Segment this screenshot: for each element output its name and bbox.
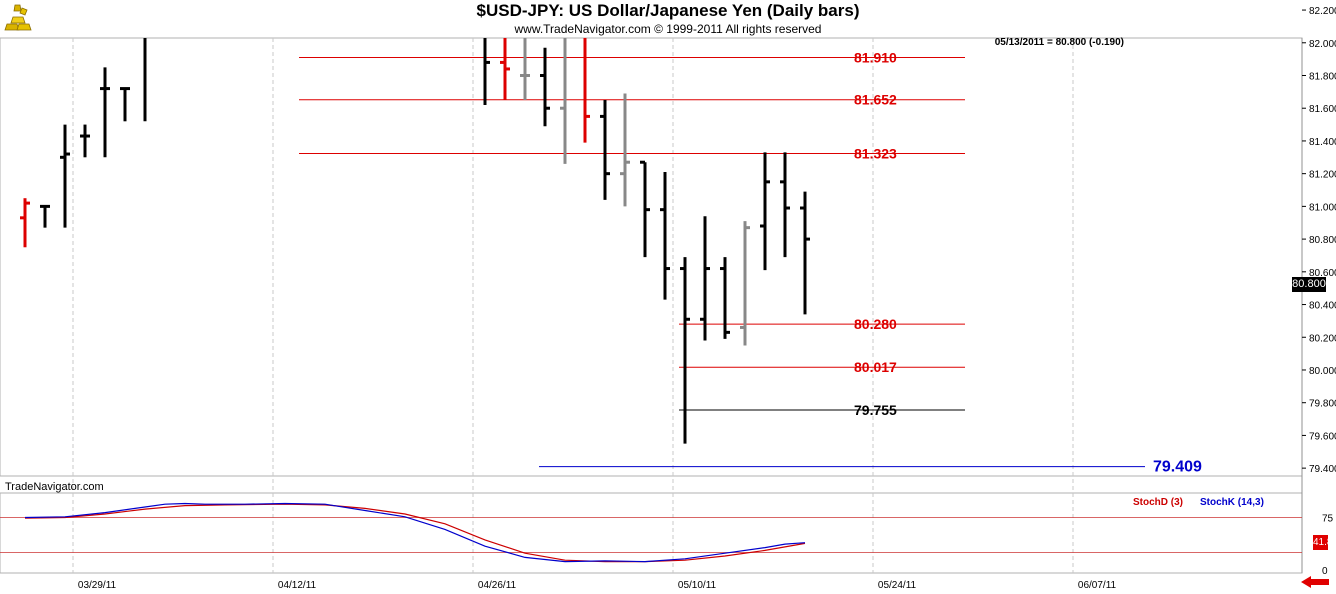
- x-tick-label: 04/26/11: [478, 580, 517, 591]
- price-tick-label: 80.400: [1309, 301, 1336, 312]
- ohlc-bar: [520, 38, 530, 101]
- level-label: 79.409: [1153, 459, 1202, 476]
- stochd-line: [24, 503, 806, 563]
- level-label: 80.017: [854, 359, 897, 375]
- stoch-tick-label: 0: [1322, 566, 1328, 577]
- level-label: 81.910: [854, 50, 897, 66]
- ohlc-bar: [483, 38, 490, 105]
- level-label: 79.755: [854, 402, 897, 418]
- ohlc-bar: [60, 124, 70, 228]
- level-label: 81.652: [854, 92, 897, 108]
- ohlc-bar: [100, 67, 110, 158]
- price-tick-label: 80.800: [1309, 235, 1336, 246]
- ohlc-bar: [40, 204, 50, 228]
- level-label: 80.280: [854, 316, 897, 332]
- ohlc-bar: [143, 38, 147, 122]
- price-tick-label: 80.000: [1309, 366, 1336, 377]
- x-tick-label: 05/10/11: [678, 580, 717, 591]
- ohlc-bar: [780, 152, 790, 258]
- ohlc-bar: [560, 38, 567, 164]
- copyright-text: www.TradeNavigator.com © 1999-2011 All r…: [514, 22, 822, 36]
- ohlc-bar: [500, 38, 510, 101]
- stoch-tick-label: 75: [1322, 514, 1334, 525]
- watermark-label: TradeNavigator.com: [5, 481, 104, 493]
- ohlc-bar: [740, 221, 750, 346]
- price-tick-label: 80.200: [1309, 333, 1336, 344]
- ohlc-bar: [760, 152, 770, 271]
- chart-title: $USD-JPY: US Dollar/Japanese Yen (Daily …: [476, 1, 860, 20]
- ohlc-bar: [680, 257, 690, 444]
- level-label: 81.323: [854, 146, 897, 162]
- x-tick-label: 05/24/11: [878, 580, 917, 591]
- price-tick-label: 81.600: [1309, 104, 1336, 115]
- legend-stochk: StochK (14,3): [1200, 497, 1264, 508]
- ohlc-bar: [720, 257, 730, 339]
- ohlc-bar: [640, 160, 650, 258]
- ohlc-bar: [120, 87, 130, 122]
- ohlc-bar: [700, 216, 710, 341]
- price-panel-frame: [0, 37, 1303, 477]
- price-tick-label: 81.800: [1309, 72, 1336, 83]
- ohlc-bar: [620, 93, 630, 207]
- price-tick-label: 81.200: [1309, 170, 1336, 181]
- ohlc-bar: [20, 198, 30, 248]
- price-tick-label: 81.000: [1309, 202, 1336, 213]
- price-tick-label: 79.600: [1309, 431, 1336, 442]
- price-tick-label: 79.400: [1309, 464, 1336, 475]
- ohlc-bar: [600, 100, 610, 200]
- price-tick-label: 82.000: [1309, 39, 1336, 50]
- ohlc-bar: [80, 124, 90, 158]
- price-tick-label: 82.200: [1309, 6, 1336, 17]
- current-stoch-badge: 41.81: [1313, 535, 1328, 550]
- x-tick-label: 06/07/11: [1078, 580, 1117, 591]
- ohlc-bar: [660, 172, 670, 300]
- price-tick-label: 79.800: [1309, 399, 1336, 410]
- x-tick-label: 04/12/11: [278, 580, 317, 591]
- price-tick-label: 80.600: [1309, 268, 1336, 279]
- ohlc-bar: [540, 47, 550, 127]
- stoch-panel-frame: [0, 492, 1303, 574]
- ohlc-bar: [800, 191, 810, 315]
- left-arrow-icon[interactable]: [1300, 575, 1330, 589]
- price-readout: 05/13/2011 = 80.800 (-0.190): [994, 37, 1124, 48]
- legend-stochd: StochD (3): [1133, 497, 1183, 508]
- price-tick-label: 81.400: [1309, 137, 1336, 148]
- gold-bars-icon[interactable]: [4, 2, 34, 32]
- ohlc-bar: [583, 38, 590, 143]
- current-price-badge: 80.800: [1292, 277, 1326, 292]
- stochk-line: [24, 502, 806, 563]
- x-tick-label: 03/29/11: [78, 580, 117, 591]
